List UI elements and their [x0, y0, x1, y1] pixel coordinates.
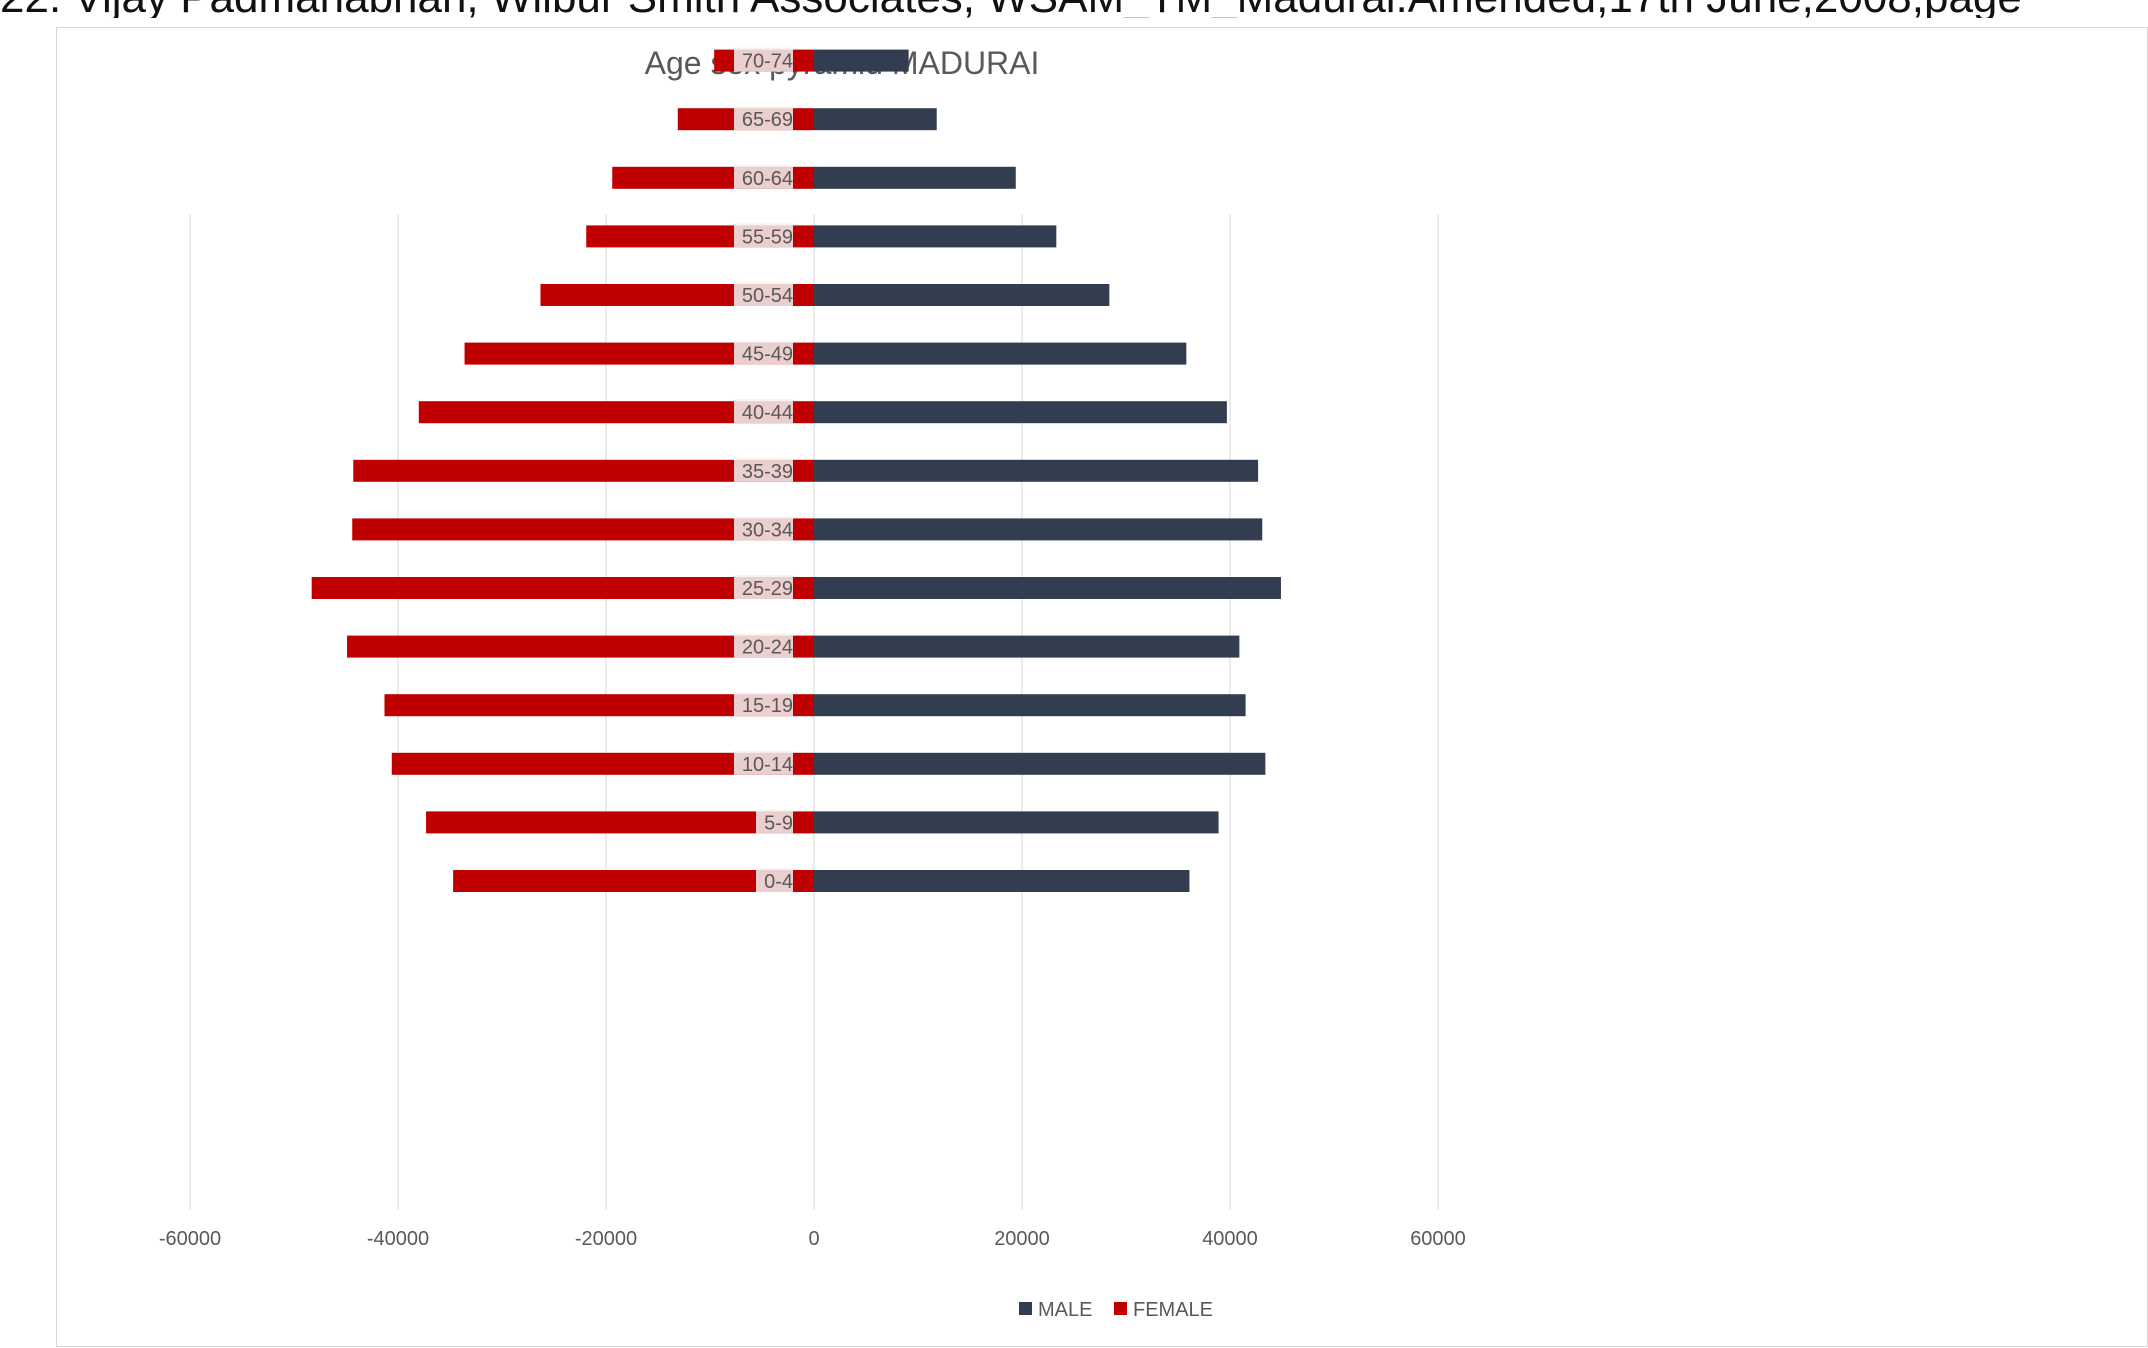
category-label-bg	[734, 750, 793, 775]
x-tick-label: -40000	[367, 1228, 429, 1250]
x-tick-label: 60000	[1410, 1228, 1466, 1250]
category-label-bg	[734, 223, 793, 248]
bar-male	[814, 342, 1187, 365]
category-label: 65-69	[742, 109, 793, 131]
x-tick-label: 0	[808, 1228, 819, 1250]
category-label-bg	[734, 106, 793, 131]
bar-male	[814, 577, 1281, 599]
category-labels: 0-4 5-9 10-14 15-19 20-24 25-29 30-34 35-39 40-4…	[734, 47, 793, 893]
category-label-bg	[734, 340, 793, 365]
category-label-bg	[734, 164, 793, 189]
chart-container: Age sex pyramid MADURAI 0-45-910-1415-19…	[56, 27, 2148, 1347]
category-label-bg	[734, 399, 793, 424]
category-label: 30-34	[742, 519, 793, 541]
bar-female	[384, 694, 814, 717]
legend-swatch	[1114, 1302, 1127, 1315]
bar-male	[814, 108, 937, 131]
legend-label: MALE	[1038, 1299, 1092, 1321]
bar-female	[391, 752, 814, 775]
x-tick-label: -20000	[575, 1228, 637, 1250]
bar-male	[814, 752, 1266, 775]
bar-male	[814, 694, 1246, 717]
bar-female	[464, 342, 814, 365]
category-label: 40-44	[742, 402, 793, 424]
x-tick-label: 20000	[994, 1228, 1050, 1250]
bar-female	[418, 401, 814, 424]
category-label: 60-64	[742, 168, 793, 190]
bar-male	[814, 459, 1259, 482]
category-label: 45-49	[742, 344, 793, 366]
category-label: 5-9	[764, 812, 793, 834]
category-label: 25-29	[742, 578, 793, 600]
category-label: 20-24	[742, 637, 793, 659]
bar-male	[814, 518, 1263, 541]
bar-male	[814, 225, 1057, 248]
category-label: 15-19	[742, 695, 793, 717]
bar-male	[814, 401, 1227, 424]
bar-female	[426, 811, 814, 834]
bar-female	[347, 635, 814, 658]
category-label: 55-59	[742, 226, 793, 248]
bar-male	[814, 284, 1110, 306]
bars	[311, 49, 1281, 892]
bar-male	[814, 635, 1240, 658]
category-label: 70-74	[742, 51, 793, 73]
category-label: 10-14	[742, 754, 793, 776]
category-label-bg	[734, 633, 793, 658]
category-label-bg	[734, 457, 793, 482]
category-label: 50-54	[742, 285, 793, 307]
category-label-bg	[734, 692, 793, 717]
x-tick-label: 40000	[1202, 1228, 1258, 1250]
x-tick-label: -60000	[159, 1228, 221, 1250]
category-label-bg	[756, 868, 793, 892]
x-axis-tick-labels: -60000 -40000 -20000 0 20000 40000 60000	[159, 1228, 1466, 1250]
bar-male	[814, 870, 1190, 892]
top-caption: 22. Vijay Padmanabhan, Wilbur Smith Asso…	[0, 0, 2148, 18]
bar-male	[814, 166, 1016, 189]
category-label-bg	[734, 47, 793, 72]
category-label-bg	[734, 282, 793, 306]
bar-female	[353, 459, 814, 482]
category-label-bg	[756, 809, 793, 834]
category-label: 0-4	[764, 871, 793, 893]
category-label: 35-39	[742, 461, 793, 483]
bar-male	[814, 49, 909, 72]
legend-swatch	[1019, 1302, 1032, 1315]
category-label-bg	[734, 516, 793, 541]
bar-female	[352, 518, 814, 541]
chart-svg: Age sex pyramid MADURAI 0-45-910-1415-19…	[159, 45, 1466, 1321]
bar-female	[311, 577, 814, 599]
legend-label: FEMALE	[1133, 1299, 1213, 1321]
legend: MALE FEMALE	[1019, 1299, 1213, 1321]
bar-male	[814, 811, 1219, 834]
category-label-bg	[734, 575, 793, 599]
bar-female	[453, 870, 814, 892]
